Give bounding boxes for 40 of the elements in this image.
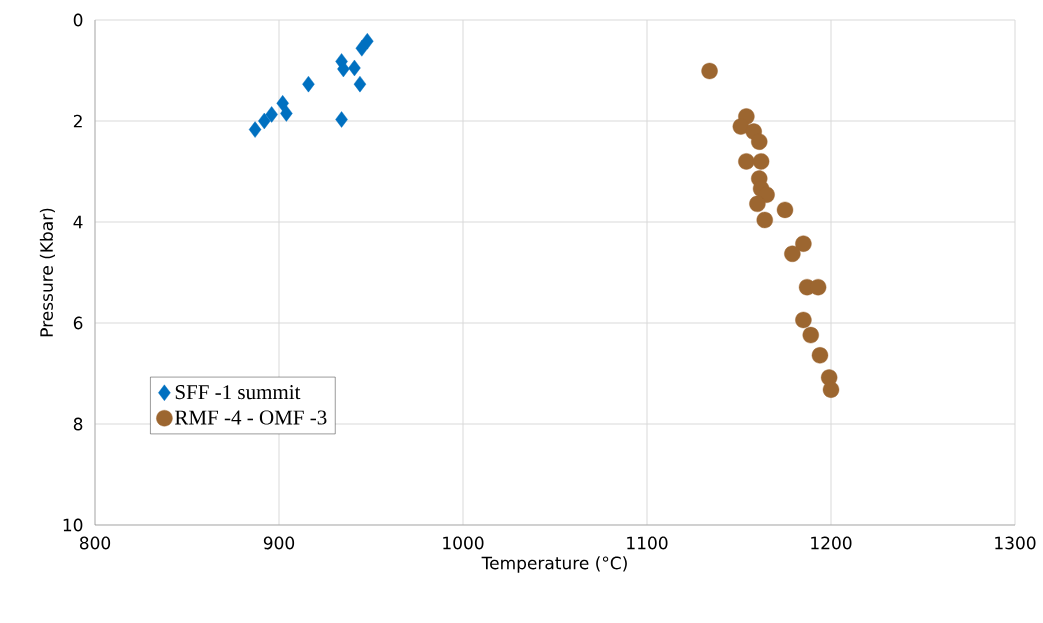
point [776,201,794,219]
x-tick-label: 900 [263,536,295,550]
x-axis-title: Temperature (°C) [481,556,627,573]
point [749,195,766,213]
y-tick-label: 10 [63,518,83,532]
point [751,133,768,150]
legend-label: SFF -1 summit [175,385,301,400]
x-tick-label: 1000 [443,536,484,550]
point [353,75,367,93]
point [756,211,773,229]
point [335,111,348,128]
y-tick-label: 6 [73,316,83,330]
point [752,153,770,170]
y-axis-title: Pressure (Kbar) [39,208,55,337]
x-tick-label: 1300 [995,536,1036,550]
point [784,245,801,263]
y-tick-label: 4 [73,215,83,229]
x-tick-label: 1200 [811,536,852,550]
point [280,105,293,122]
point [348,59,361,77]
point [355,40,369,57]
point [248,121,262,138]
x-tick-label: 1100 [627,536,668,550]
x-tick-label: 800 [79,536,111,550]
point [822,381,840,398]
point [701,62,718,80]
point [738,153,755,170]
point [795,311,812,329]
y-tick-label: 8 [73,417,83,431]
legend-label: RMF -4 - OMF -3 [175,410,327,425]
point [795,235,812,252]
point [276,95,289,112]
y-tick-label: 2 [73,114,82,128]
point [732,118,750,135]
point [258,112,271,130]
point [265,106,278,123]
point [302,75,315,93]
y-tick-label: 0 [73,13,83,27]
point [802,326,819,344]
point [811,347,829,364]
